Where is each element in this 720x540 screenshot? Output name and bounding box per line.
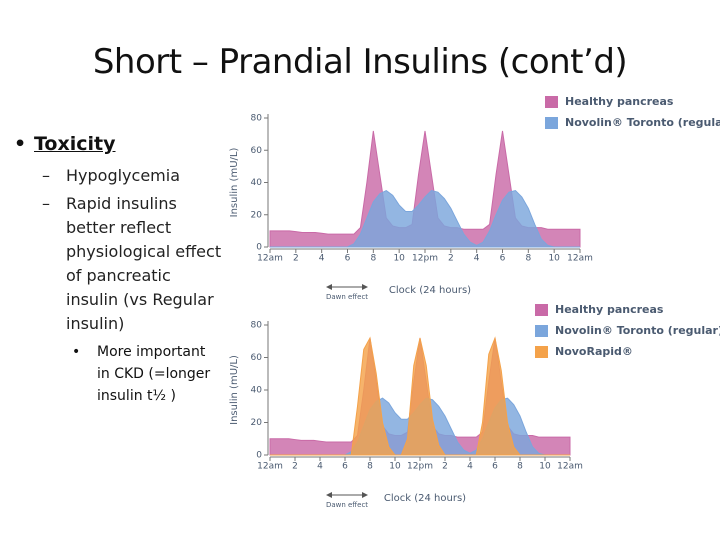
y-tick-label: 20: [251, 418, 263, 428]
x-tick-label: 6: [492, 462, 498, 472]
sub-bullet-item: More important in CKD (=longer insulin t…: [72, 341, 222, 407]
x-tick-label: 10: [389, 462, 401, 472]
x-tick-label: 10: [393, 254, 405, 264]
y-axis-label: Insulin (mU/L): [229, 355, 240, 425]
x-tick-label: 8: [525, 254, 531, 264]
legend-swatch: [535, 304, 548, 316]
x-tick-label: 8: [367, 462, 373, 472]
x-tick-label: 8: [517, 462, 523, 472]
x-tick-label: 6: [345, 254, 351, 264]
bullet-heading-text: Toxicity: [34, 133, 116, 155]
bullet-heading: Toxicity: [14, 133, 116, 155]
x-tick-label: 12pm: [407, 462, 433, 472]
x-tick-label: 12pm: [412, 254, 438, 264]
legend-swatch: [535, 346, 548, 358]
x-tick-label: 12am: [257, 462, 283, 472]
legend-label: Healthy pancreas: [565, 95, 674, 108]
x-tick-label: 6: [500, 254, 506, 264]
x-tick-label: 4: [319, 254, 325, 264]
legend-swatch: [535, 325, 548, 337]
y-tick-label: 0: [256, 451, 262, 461]
bullet-item: Hypoglycemia: [42, 164, 226, 188]
x-axis-label: Clock (24 hours): [384, 493, 466, 504]
y-axis-label: Insulin (mU/L): [229, 148, 240, 218]
x-tick-label: 4: [317, 462, 323, 472]
x-tick-label: 2: [442, 462, 448, 472]
y-tick-label: 0: [256, 243, 262, 253]
y-tick-label: 60: [251, 353, 263, 363]
legend-label: Novolin® Toronto (regular): [565, 116, 720, 129]
bullet-item: Rapid insulins better reflect physiologi…: [42, 192, 226, 336]
x-tick-label: 10: [548, 254, 560, 264]
legend-label: NovoRapid®: [555, 345, 633, 358]
x-tick-label: 12am: [257, 254, 283, 264]
x-tick-label: 12am: [567, 254, 593, 264]
x-axis-label: Clock (24 hours): [389, 285, 471, 296]
x-tick-label: 2: [292, 462, 298, 472]
y-tick-label: 20: [251, 210, 263, 220]
x-tick-label: 2: [293, 254, 299, 264]
annotation: Dawn effect: [326, 501, 368, 509]
y-tick-label: 60: [251, 146, 263, 156]
legend-label: Novolin® Toronto (regular): [555, 324, 720, 337]
area: [270, 189, 580, 248]
x-tick-label: 4: [474, 254, 480, 264]
legend-swatch: [545, 117, 558, 129]
area: [270, 336, 570, 456]
y-tick-label: 80: [251, 114, 263, 124]
x-tick-label: 10: [539, 462, 551, 472]
y-tick-label: 40: [251, 386, 263, 396]
x-tick-label: 8: [370, 254, 376, 264]
y-tick-label: 40: [251, 178, 263, 188]
y-tick-label: 80: [251, 321, 263, 331]
x-tick-label: 2: [448, 254, 454, 264]
x-tick-label: 4: [467, 462, 473, 472]
legend-label: Healthy pancreas: [555, 303, 664, 316]
annotation: Dawn effect: [326, 293, 368, 301]
x-tick-label: 6: [342, 462, 348, 472]
legend-swatch: [545, 96, 558, 108]
slide-title: Short – Prandial Insulins (cont’d): [92, 42, 628, 82]
x-tick-label: 12am: [557, 462, 583, 472]
